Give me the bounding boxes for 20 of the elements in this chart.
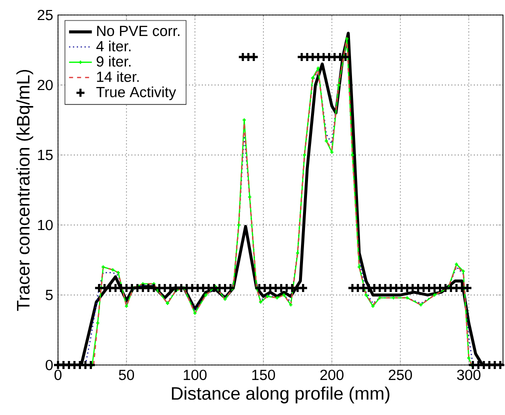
y-tick-label: 20 [38, 80, 53, 90]
legend-label: 4 iter. [96, 40, 131, 52]
x-tick-label: 150 [252, 370, 276, 380]
x-tick-label: 50 [118, 370, 134, 380]
legend-label: True Activity [96, 86, 176, 100]
legend-label: 14 iter. [97, 71, 139, 82]
legend-label: 9 iter. [96, 56, 131, 67]
x-tick-label: 300 [457, 370, 480, 380]
y-tick-label: 15 [38, 150, 53, 160]
y-tick-label: 5 [46, 290, 53, 300]
y-axis-title: Tracer concentration (kBq/mL) [16, 70, 34, 311]
x-tick-label: 250 [388, 370, 412, 380]
x-tick-label: 100 [184, 370, 207, 380]
x-tick-label: 200 [320, 370, 344, 380]
legend-label: No PVE corr. [97, 26, 180, 36]
x-axis-title: Distance along profile (mm) [172, 386, 390, 404]
y-tick-label: 0 [46, 360, 53, 370]
y-tick-label: 10 [38, 220, 53, 230]
x-tick-label: 0 [54, 370, 62, 380]
y-tick-label: 25 [38, 10, 53, 20]
